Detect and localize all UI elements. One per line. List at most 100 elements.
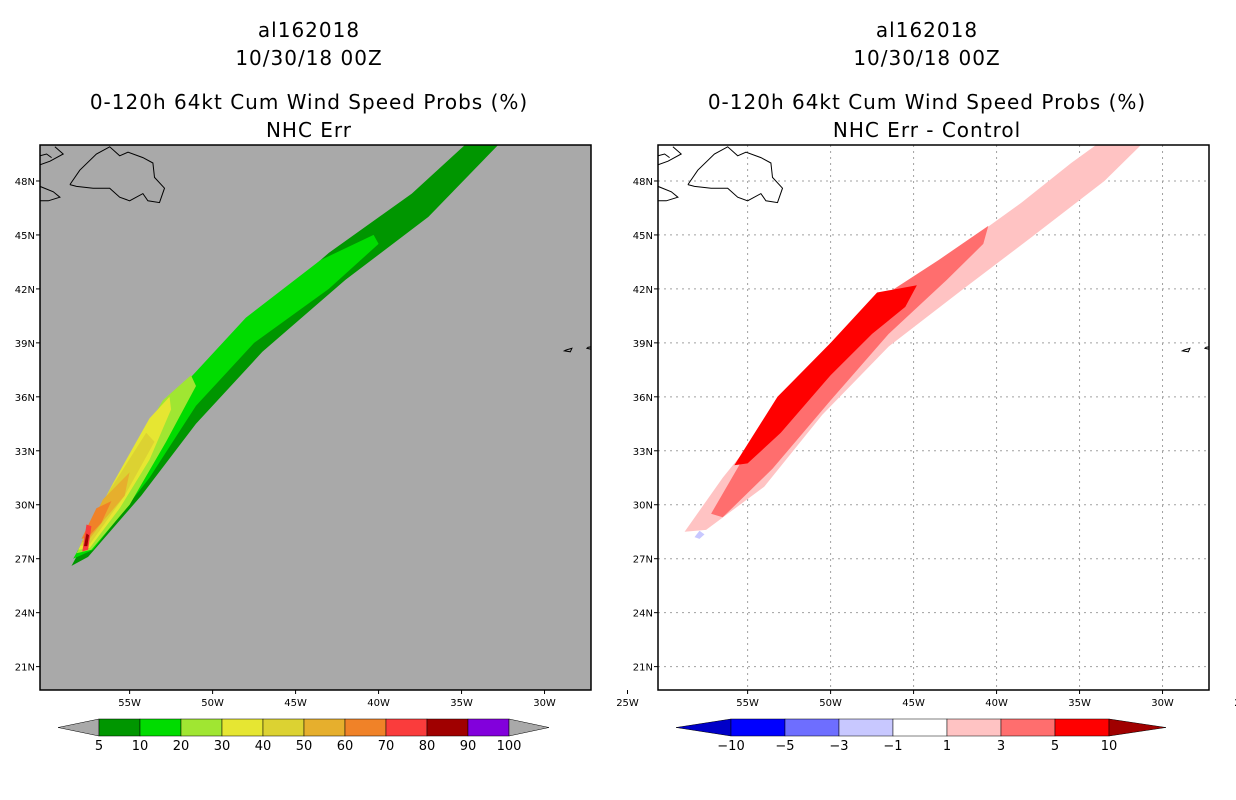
colorbar-swatch	[221, 718, 264, 737]
colorbar-label: 40	[255, 739, 272, 754]
right-panel: al162018 10/30/18 00Z 0-120h 64kt Cum Wi…	[618, 0, 1236, 800]
x-tick-label: 55W	[736, 698, 759, 709]
coastline	[658, 185, 679, 202]
y-tick-label: 36N	[633, 393, 653, 404]
plot-area	[40, 145, 591, 566]
chart-title-storm: al162018	[875, 18, 979, 42]
colorbar-swatch	[426, 718, 469, 737]
colorbar-label: 30	[214, 739, 231, 754]
colorbar-high-arrow	[1108, 718, 1167, 737]
x-tick-label: 25W	[1234, 698, 1236, 709]
coastline	[658, 153, 670, 159]
x-tick-label: 35W	[1068, 698, 1091, 709]
island-outline	[1232, 362, 1236, 366]
x-tick-label: 40W	[367, 698, 390, 709]
colorbar-low-arrow	[57, 718, 100, 737]
contour-5	[734, 285, 917, 466]
y-tick-label: 42N	[15, 285, 35, 296]
x-tick-label: 45W	[902, 698, 925, 709]
colorbar-label: −1	[883, 739, 902, 754]
colorbar-swatch	[139, 718, 182, 737]
colorbar-label: 50	[296, 739, 313, 754]
island-outline	[562, 347, 573, 353]
colorbar-high-arrow	[508, 718, 550, 737]
colorbar-label: 60	[337, 739, 354, 754]
coastline	[40, 146, 65, 166]
plot-area	[658, 145, 1236, 690]
contour-3	[711, 225, 989, 518]
colorbar-label: 70	[378, 739, 395, 754]
y-tick-label: 48N	[633, 177, 653, 188]
plot-frame	[39, 144, 592, 691]
chart-subtitle: NHC Err - Control	[832, 118, 1022, 142]
colorbar-label: −10	[717, 739, 744, 754]
y-tick-label: 21N	[633, 663, 653, 674]
y-tick-label: 39N	[633, 339, 653, 350]
contour-5	[71, 145, 499, 566]
colorbar-label: 10	[132, 739, 149, 754]
colorbar-swatch	[98, 718, 141, 737]
colorbar-label: 20	[173, 739, 190, 754]
y-tick-label: 27N	[633, 555, 653, 566]
y-tick-label: 36N	[15, 393, 35, 404]
y-tick-label: 33N	[15, 447, 35, 458]
island-outline	[1180, 347, 1191, 353]
colorbar-label: 80	[419, 739, 436, 754]
y-tick-label: 45N	[633, 231, 653, 242]
chart-title-product: 0-120h 64kt Cum Wind Speed Probs (%)	[707, 90, 1147, 114]
colorbar-label: 10	[1101, 739, 1118, 754]
chart-title-product: 0-120h 64kt Cum Wind Speed Probs (%)	[89, 90, 529, 114]
colorbar-label: 100	[497, 739, 522, 754]
colorbar-swatch	[892, 718, 948, 737]
plot-background	[658, 145, 1209, 690]
colorbar-swatch	[467, 718, 510, 737]
right-map: 55W 50W 45W 40W 35W 30W 25W 48N 45N 42N 39N 36N 33N 3…	[633, 144, 1236, 754]
y-tick-label: 30N	[15, 501, 35, 512]
colorbar-label: −5	[775, 739, 794, 754]
x-tick-label: 45W	[284, 698, 307, 709]
colorbar-swatch	[838, 718, 894, 737]
colorbar-label: 90	[460, 739, 477, 754]
colorbar-label: 1	[943, 739, 951, 754]
colorbar-swatch	[180, 718, 223, 737]
x-tick-label: 30W	[1151, 698, 1174, 709]
y-tick-label: 48N	[15, 177, 35, 188]
colorbar-swatch	[344, 718, 387, 737]
y-tick-label: 45N	[15, 231, 35, 242]
colorbar-swatch	[262, 718, 305, 737]
colorbar-swatch	[303, 718, 346, 737]
colorbar-label: 5	[95, 739, 103, 754]
colorbar-label: −3	[829, 739, 848, 754]
chart-title-date: 10/30/18 00Z	[235, 46, 383, 70]
colorbar-label: 5	[1051, 739, 1059, 754]
y-tick-label: 21N	[15, 663, 35, 674]
coastline	[69, 146, 166, 204]
colorbar-swatch	[730, 718, 786, 737]
x-tick-label: 25W	[616, 698, 639, 709]
chart-title-storm: al162018	[257, 18, 361, 42]
chart-subtitle: NHC Err	[265, 118, 353, 142]
colorbar-swatch	[1054, 718, 1110, 737]
chart-title-date: 10/30/18 00Z	[853, 46, 1001, 70]
colorbar-swatch	[1000, 718, 1056, 737]
plot-background	[40, 145, 591, 690]
island-outline	[1203, 346, 1209, 350]
y-tick-label: 24N	[15, 609, 35, 620]
contour-80	[84, 533, 89, 547]
y-tick-label: 24N	[633, 609, 653, 620]
colorbar-low-arrow	[675, 718, 732, 737]
left-panel: al162018 10/30/18 00Z 0-120h 64kt Cum Wi…	[15, 18, 639, 754]
plot-frame	[657, 144, 1210, 691]
colorbar-swatch	[946, 718, 1002, 737]
left-map: 55W 50W 45W 40W 35W 30W 25W 48N 45N 42N 39N 36N 33N 3…	[15, 144, 639, 754]
x-tick-label: 30W	[533, 698, 556, 709]
y-tick-label: 30N	[633, 501, 653, 512]
colorbar-swatch	[385, 718, 428, 737]
coastline	[40, 185, 61, 202]
y-tick-label: 42N	[633, 285, 653, 296]
contour--1	[694, 530, 705, 539]
colorbar-label: 3	[997, 739, 1005, 754]
coastline	[687, 146, 784, 204]
colorbar-swatch	[784, 718, 840, 737]
x-tick-label: 55W	[118, 698, 141, 709]
